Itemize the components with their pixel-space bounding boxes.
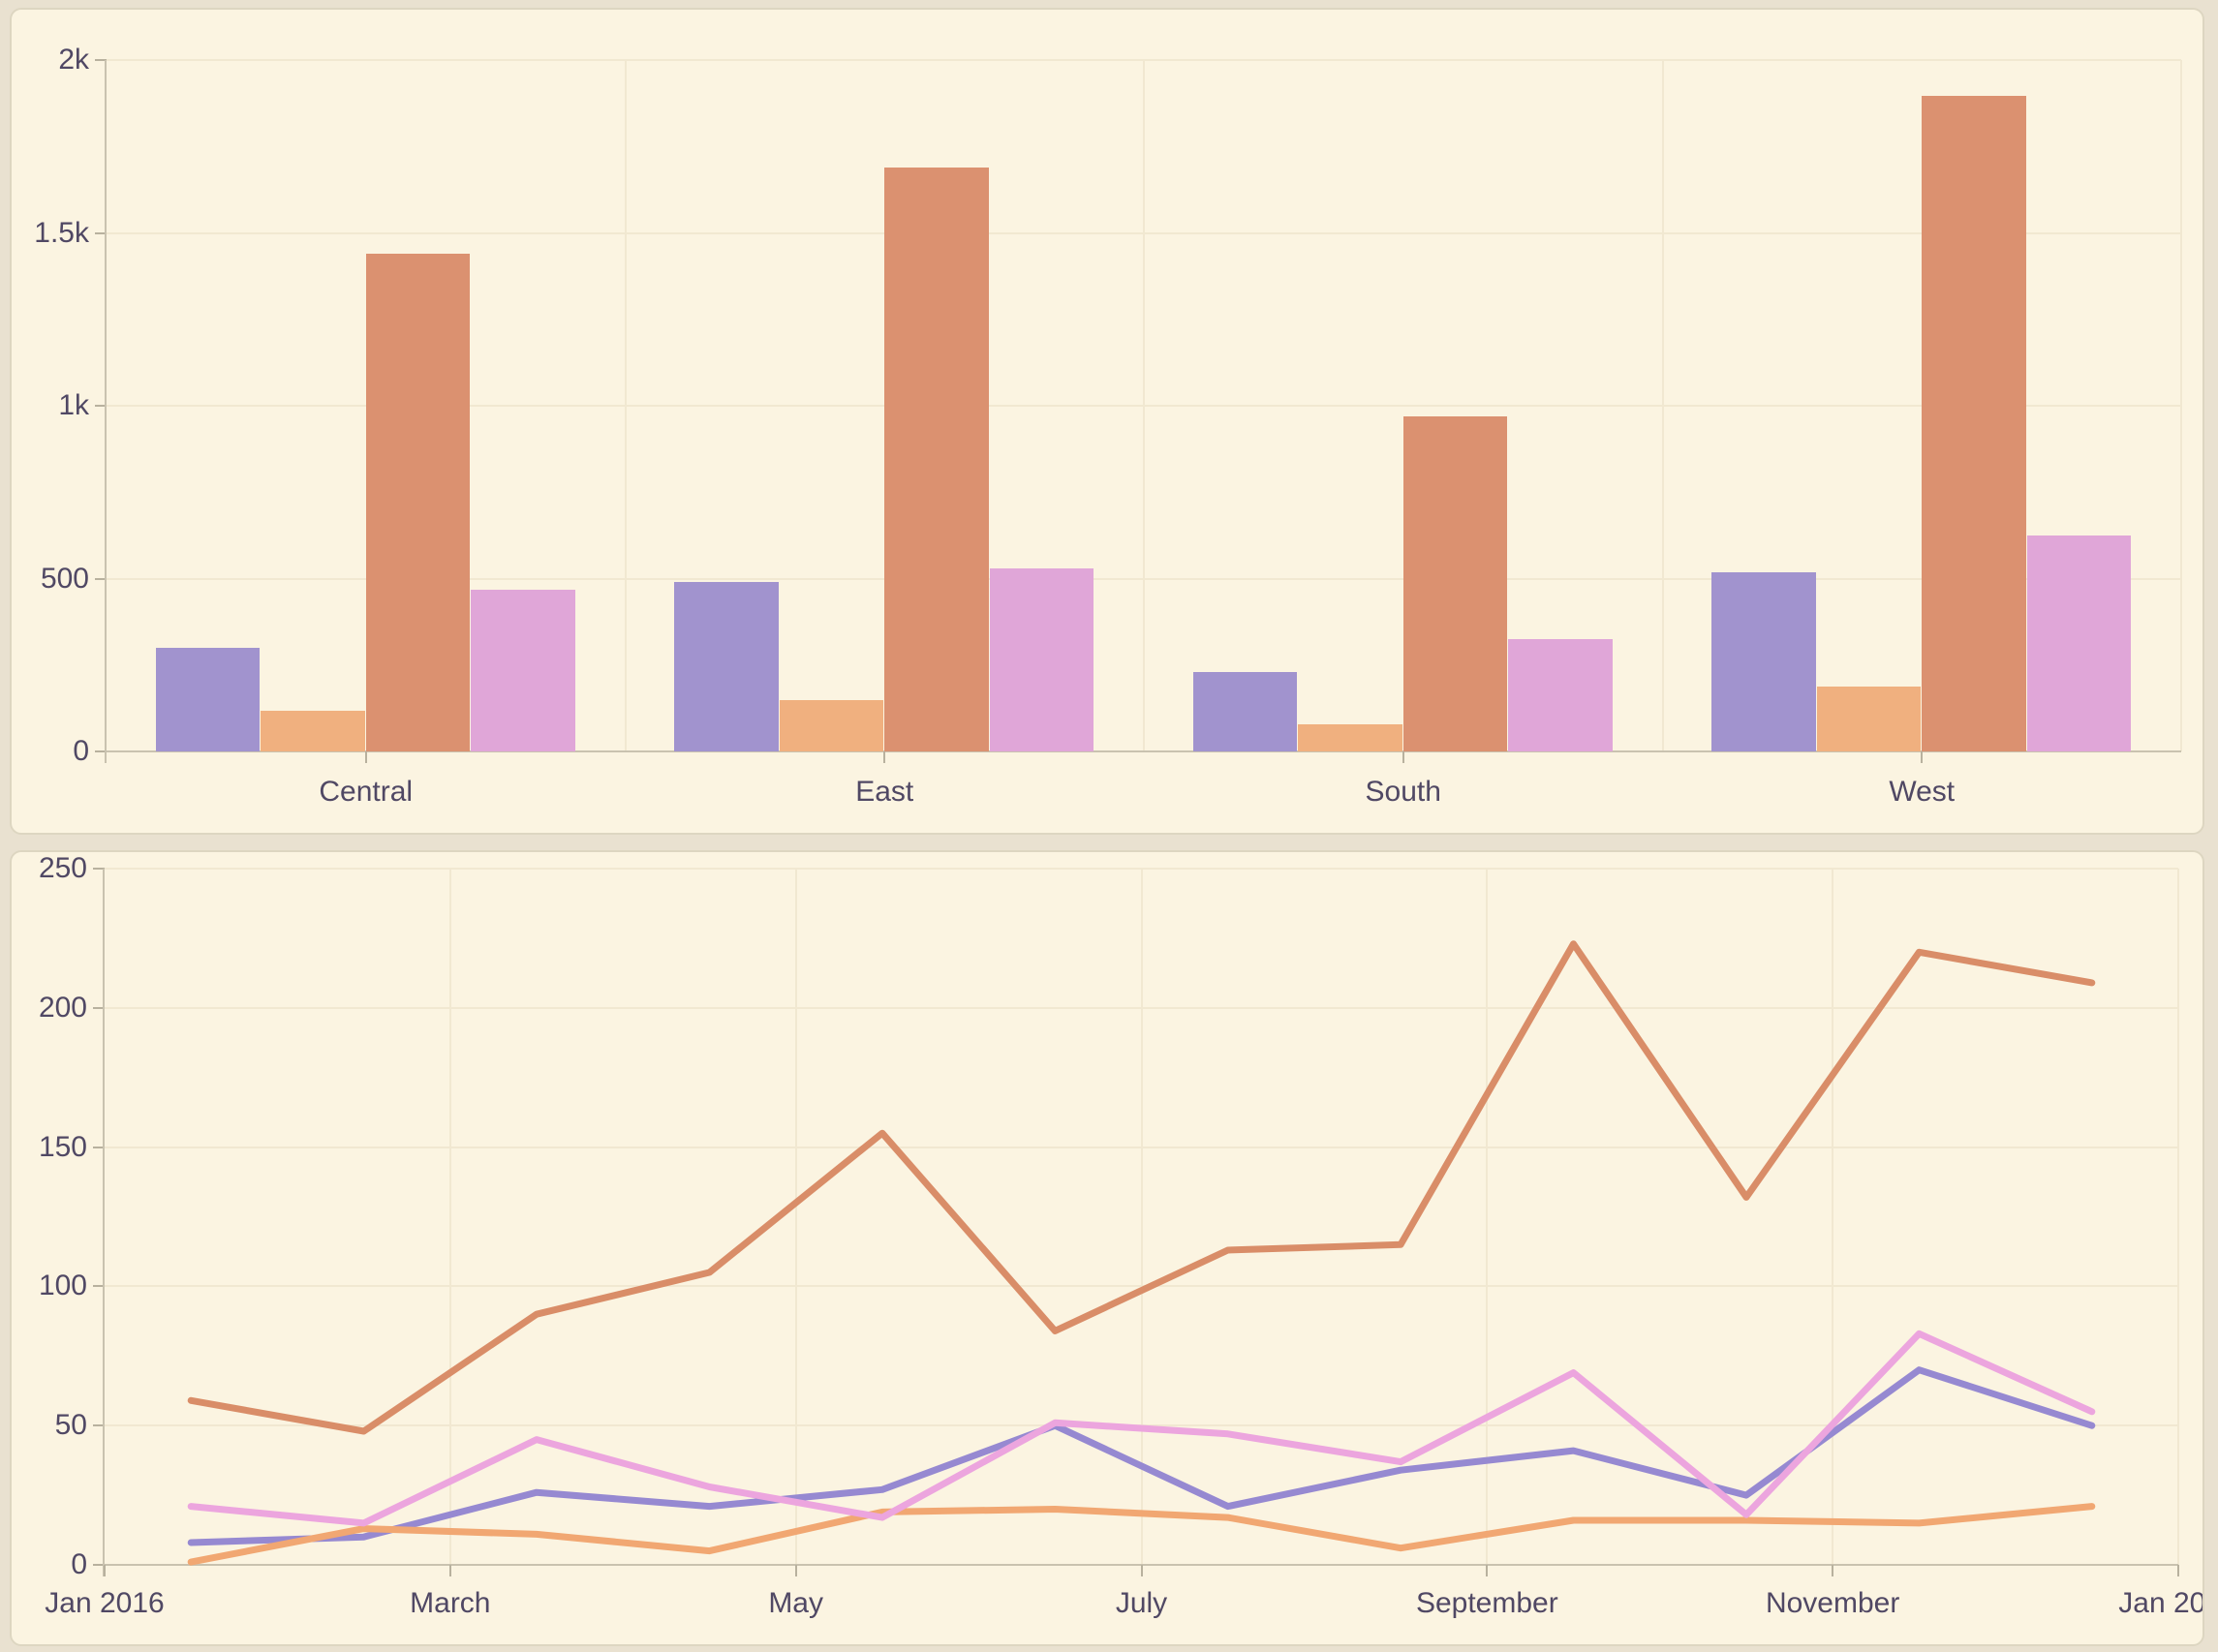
- y-axis-tick-label: 200: [38, 991, 87, 1024]
- gridline-horizontal: [105, 1285, 2178, 1288]
- bar[interactable]: [471, 589, 575, 751]
- gridline-horizontal: [105, 1006, 2178, 1009]
- bar[interactable]: [779, 700, 884, 751]
- line-series[interactable]: [187, 940, 2096, 1435]
- y-axis-tick-mark: [95, 750, 107, 752]
- x-axis-tick-label: Jan 2016: [45, 1587, 165, 1619]
- gridline-horizontal: [105, 1146, 2178, 1148]
- y-axis-tick-label: 1.5k: [34, 216, 89, 249]
- y-axis-line: [103, 869, 105, 1576]
- gridline-horizontal: [107, 405, 2181, 407]
- gridline-horizontal: [105, 868, 2178, 870]
- y-axis-tick-label: 0: [71, 1548, 87, 1580]
- x-axis-tick-mark: [794, 1565, 797, 1576]
- x-axis-tick-mark: [2177, 1565, 2179, 1576]
- bar[interactable]: [989, 567, 1094, 751]
- bar[interactable]: [1508, 638, 1613, 751]
- y-axis-tick-label: 50: [54, 1409, 87, 1442]
- bar[interactable]: [261, 710, 365, 751]
- y-axis-tick-label: 500: [40, 562, 89, 595]
- y-axis-tick-label: 0: [73, 735, 89, 767]
- gridline-vertical: [1140, 869, 1143, 1565]
- bar[interactable]: [2026, 535, 2132, 751]
- line-chart-panel: 0 50 100 150 200 250 Jan 2016 March May July Septe…: [10, 850, 2204, 1646]
- y-axis-line: [105, 60, 107, 763]
- gridline-horizontal: [107, 59, 2181, 61]
- y-axis-tick-mark: [95, 405, 107, 407]
- y-axis-tick-mark: [93, 1424, 105, 1427]
- line-series[interactable]: [187, 1366, 2096, 1546]
- x-axis-tick-mark: [364, 751, 367, 763]
- line-series[interactable]: [187, 1330, 2096, 1527]
- x-axis-category-label: West: [1889, 776, 1956, 808]
- bar[interactable]: [674, 582, 779, 751]
- x-axis-tick-label: November: [1765, 1587, 1900, 1619]
- x-axis-category-label: Central: [319, 776, 414, 808]
- bar[interactable]: [1816, 686, 1922, 751]
- x-axis-tick-mark: [448, 1565, 451, 1576]
- x-axis-tick-label: March: [410, 1587, 491, 1619]
- gridline-vertical: [1486, 869, 1489, 1565]
- y-axis-tick-mark: [93, 1146, 105, 1148]
- bar[interactable]: [1192, 671, 1298, 751]
- x-axis-category-label: East: [855, 776, 914, 808]
- x-axis-tick-mark: [1486, 1565, 1489, 1576]
- bar[interactable]: [884, 167, 989, 751]
- gridline-horizontal: [107, 231, 2181, 234]
- bar[interactable]: [1402, 415, 1508, 751]
- line-plot-area: 0 50 100 150 200 250 Jan 2016 March May July Septe…: [39, 852, 2203, 1619]
- x-axis-line: [105, 750, 2181, 752]
- bar[interactable]: [1711, 572, 1816, 751]
- line-series-layer: [187, 940, 2096, 1566]
- bar-chart-panel: 0 500 1k 1.5k 2k Central East South West: [10, 8, 2204, 835]
- x-axis-tick-label: September: [1415, 1587, 1558, 1619]
- y-axis-tick-mark: [93, 1006, 105, 1009]
- x-axis-tick-label: July: [1115, 1587, 1168, 1619]
- x-axis-tick-mark: [1921, 751, 1924, 763]
- x-axis-tick-mark: [1140, 1565, 1143, 1576]
- x-axis-tick-mark: [1402, 751, 1404, 763]
- x-axis-tick-label: Jan 2017: [2118, 1587, 2204, 1619]
- y-axis-tick-mark: [93, 1564, 105, 1566]
- gridline-vertical: [794, 869, 797, 1565]
- y-axis-tick-label: 100: [38, 1270, 87, 1302]
- bar-plot-area: 0 500 1k 1.5k 2k Central East South West: [34, 44, 2182, 808]
- y-axis-tick-label: 150: [38, 1130, 87, 1163]
- y-axis-tick-mark: [93, 868, 105, 870]
- gridline-vertical: [2177, 869, 2179, 1565]
- bar[interactable]: [1298, 724, 1402, 751]
- x-axis-category-label: South: [1365, 776, 1441, 808]
- line-chart: 0 50 100 150 200 250 Jan 2016 March May July Septe…: [12, 852, 2203, 1644]
- x-axis-tick-label: May: [768, 1587, 823, 1619]
- gridline-vertical: [448, 869, 451, 1565]
- x-axis-tick-mark: [104, 1565, 106, 1576]
- y-axis-tick-mark: [93, 1285, 105, 1288]
- bar-chart: 0 500 1k 1.5k 2k Central East South West: [12, 10, 2203, 833]
- y-axis-tick-mark: [95, 231, 107, 234]
- gridline-vertical: [2180, 60, 2182, 751]
- gridline-horizontal: [107, 577, 2181, 580]
- y-axis-tick-label: 2k: [58, 44, 89, 76]
- x-axis-tick-mark: [1832, 1565, 1834, 1576]
- y-axis-tick-label: 250: [38, 852, 87, 884]
- bar[interactable]: [155, 647, 261, 751]
- y-axis-tick-mark: [95, 59, 107, 61]
- bar[interactable]: [1922, 96, 2026, 751]
- x-axis-tick-mark: [883, 751, 886, 763]
- line-series[interactable]: [187, 1503, 2096, 1566]
- gridline-vertical: [1832, 869, 1834, 1565]
- bar[interactable]: [365, 253, 471, 751]
- y-axis-tick-label: 1k: [58, 389, 89, 421]
- y-axis-tick-mark: [95, 577, 107, 580]
